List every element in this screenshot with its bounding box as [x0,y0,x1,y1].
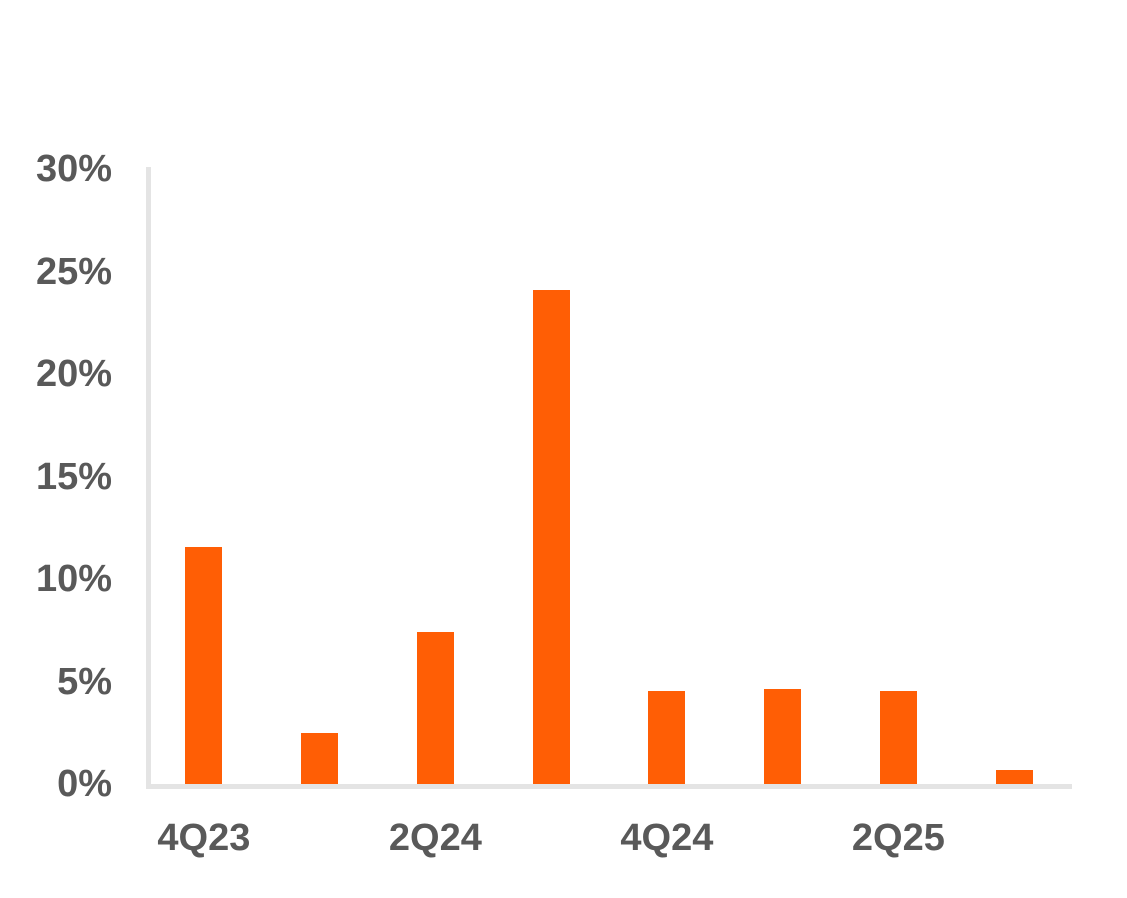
x-tick-label: 4Q24 [620,817,714,859]
bar [879,691,917,784]
bar-slot [493,167,609,784]
y-axis-line [146,167,151,789]
y-tick-label: 5% [57,660,112,703]
bar-slot [262,167,378,784]
x-tick-spacer [725,816,841,860]
bar-slot [378,167,494,784]
y-axis-labels: 30% 25% 20% 15% 10% 5% 0% [0,147,112,806]
x-axis-line [146,784,1072,789]
bar-slot [609,167,725,784]
bar [648,691,686,784]
y-tick-label: 25% [35,250,112,293]
bar [301,733,339,784]
x-tick-label: 2Q25 [851,817,945,859]
bar [764,689,802,784]
bar [185,547,223,784]
x-tick-label: 2Q24 [388,817,482,859]
y-tick-label: 0% [57,763,112,805]
plot-area [146,167,1072,789]
bar [995,770,1033,784]
x-tick-spacer [493,816,609,860]
x-tick-label: 4Q23 [157,817,251,859]
bar-slot [841,167,957,784]
bars-row [146,167,1072,784]
x-tick-spacer [262,816,378,860]
y-tick-label: 20% [35,353,112,395]
x-axis-labels: 4Q23 2Q24 4Q24 2Q25 [146,816,1072,860]
bar-slot [956,167,1072,784]
y-tick-label: 15% [35,455,112,498]
y-tick-label: 30% [35,148,112,190]
bar-slot [725,167,841,784]
bar-slot [146,167,262,784]
bar [416,632,454,784]
y-tick-label: 10% [35,558,112,600]
x-tick-spacer [956,816,1072,860]
bar [532,290,570,784]
